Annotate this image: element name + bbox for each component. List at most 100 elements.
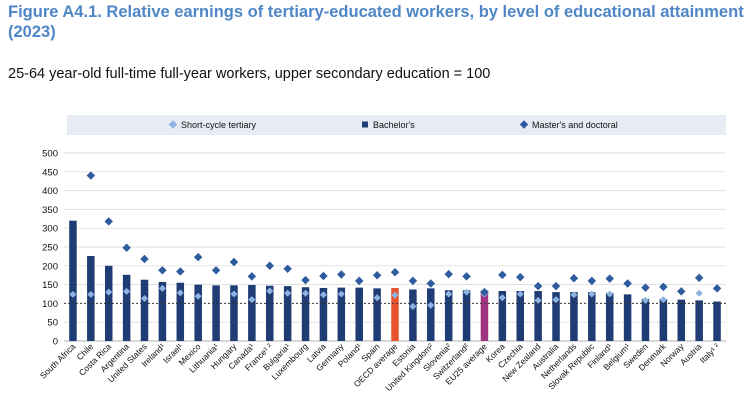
bar xyxy=(212,285,220,341)
masters-marker xyxy=(712,284,722,293)
y-tick-label: 150 xyxy=(42,280,58,291)
bar xyxy=(605,292,614,341)
bar xyxy=(659,298,668,341)
bar xyxy=(391,287,399,341)
short-cycle-marker xyxy=(391,291,399,299)
legend-diamond-light-icon xyxy=(168,120,178,129)
legend-item-short-cycle: Short-cycle tertiary xyxy=(168,120,257,130)
y-tick-label: 250 xyxy=(42,243,58,254)
masters-marker xyxy=(122,243,131,252)
bar xyxy=(570,292,578,341)
masters-marker xyxy=(265,261,274,271)
short-cycle-marker xyxy=(409,302,417,310)
short-cycle-marker xyxy=(445,290,453,298)
masters-marker xyxy=(140,254,149,264)
masters-marker xyxy=(480,287,489,297)
y-tick-label: 50 xyxy=(47,318,58,329)
masters-marker xyxy=(533,281,543,291)
short-cycle-marker xyxy=(230,290,238,298)
legend: Short-cycle tertiary Bachelor's Master's… xyxy=(67,115,726,135)
legend-label-short-cycle: Short-cycle tertiary xyxy=(181,120,257,130)
short-cycle-marker xyxy=(87,290,95,298)
short-cycle-marker xyxy=(140,294,149,303)
bar xyxy=(409,289,417,341)
masters-marker xyxy=(319,271,328,281)
bar xyxy=(176,282,185,341)
masters-marker xyxy=(569,273,579,283)
legend-square-dark-icon xyxy=(362,121,368,128)
masters-marker xyxy=(605,274,614,283)
masters-marker xyxy=(623,279,632,288)
masters-marker xyxy=(301,275,310,285)
short-cycle-marker xyxy=(302,289,310,297)
masters-marker xyxy=(462,272,471,281)
legend-label-bachelors: Bachelor's xyxy=(373,120,415,130)
masters-marker xyxy=(158,266,167,275)
y-tick-label: 200 xyxy=(42,261,58,272)
short-cycle-marker xyxy=(463,288,471,296)
masters-marker xyxy=(354,276,364,286)
bar xyxy=(623,294,632,341)
masters-marker xyxy=(86,171,96,180)
masters-marker xyxy=(677,287,686,296)
masters-marker xyxy=(283,264,292,274)
short-cycle-marker xyxy=(284,289,292,297)
bar xyxy=(122,274,131,341)
y-tick-label: 0 xyxy=(53,337,58,348)
bar xyxy=(552,292,560,341)
bar xyxy=(444,290,453,341)
bar xyxy=(301,287,310,341)
masters-marker xyxy=(659,282,668,292)
bar xyxy=(462,290,471,341)
short-cycle-marker xyxy=(105,288,113,296)
y-tick-label: 450 xyxy=(42,167,58,178)
legend-background xyxy=(67,115,726,135)
short-cycle-marker xyxy=(266,287,274,295)
bar xyxy=(87,256,95,341)
y-tick-label: 400 xyxy=(42,186,58,197)
bar xyxy=(194,284,202,341)
bar xyxy=(588,292,596,341)
bar xyxy=(230,285,238,341)
bar xyxy=(337,287,346,341)
masters-marker xyxy=(498,270,507,280)
short-cycle-marker xyxy=(641,296,650,304)
bar xyxy=(373,288,381,341)
masters-marker xyxy=(104,217,113,226)
masters-marker xyxy=(641,283,650,292)
short-cycle-marker xyxy=(695,289,703,297)
bar xyxy=(427,288,435,341)
y-axis-ticks: 0 50 100 150 200 250 300 350 400 450 500 xyxy=(42,149,58,348)
bar xyxy=(265,285,274,341)
short-cycle-marker xyxy=(552,296,560,304)
bar xyxy=(319,287,328,341)
bar xyxy=(677,299,686,341)
bar xyxy=(69,220,77,341)
short-cycle-marker xyxy=(319,291,327,299)
short-cycle-marker xyxy=(337,290,345,298)
masters-marker xyxy=(337,270,346,279)
short-cycle-marker xyxy=(498,294,506,302)
y-tick-label: 300 xyxy=(42,224,58,235)
y-tick-label: 350 xyxy=(42,205,58,216)
masters-marker xyxy=(551,281,561,291)
short-cycle-marker xyxy=(534,296,542,304)
short-cycle-marker xyxy=(427,301,435,309)
masters-marker xyxy=(372,270,382,280)
bar xyxy=(355,287,363,341)
bar xyxy=(283,286,292,341)
masters-marker xyxy=(390,267,400,277)
masters-marker xyxy=(587,276,597,286)
masters-marker xyxy=(247,272,257,281)
marker-series xyxy=(69,171,722,310)
masters-marker xyxy=(516,272,525,282)
masters-marker xyxy=(408,276,418,286)
bar xyxy=(158,281,167,341)
masters-marker xyxy=(694,273,704,283)
masters-marker xyxy=(193,252,203,262)
x-tick-label: Italy¹ ² xyxy=(698,341,722,365)
legend-label-masters: Master's and doctoral xyxy=(532,120,618,130)
short-cycle-marker xyxy=(516,290,524,298)
bar xyxy=(516,290,525,341)
